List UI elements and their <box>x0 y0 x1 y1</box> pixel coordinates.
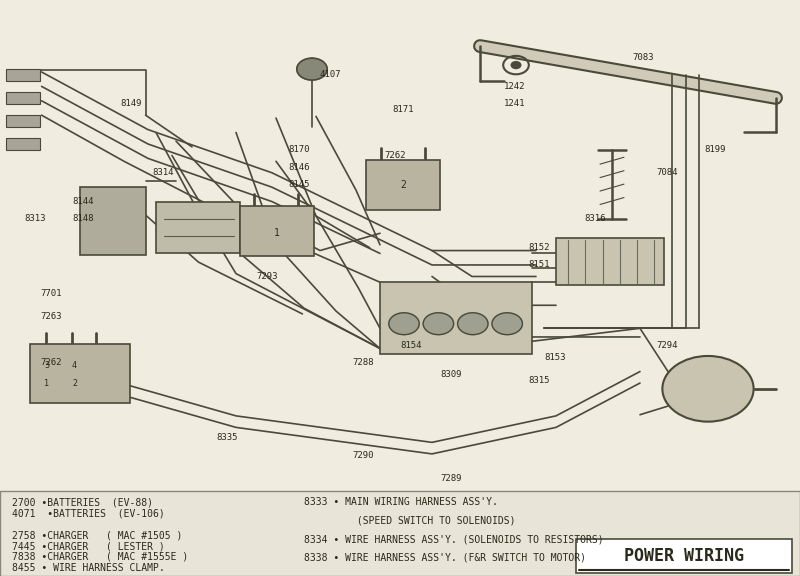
Bar <box>0 491 800 576</box>
Text: 7084: 7084 <box>656 168 678 177</box>
Text: 8316: 8316 <box>584 214 606 223</box>
Bar <box>556 238 664 285</box>
Text: 1242: 1242 <box>504 82 526 91</box>
Bar <box>156 202 240 253</box>
Text: 2700 •BATTERIES  (EV-88): 2700 •BATTERIES (EV-88) <box>12 497 153 507</box>
Circle shape <box>662 356 754 422</box>
Text: 8146: 8146 <box>288 162 310 172</box>
Text: 8171: 8171 <box>392 105 414 114</box>
Text: 4071  •BATTERIES  (EV-106): 4071 •BATTERIES (EV-106) <box>12 508 165 518</box>
Text: 7289: 7289 <box>440 473 462 483</box>
Text: 2758 •CHARGER   ( MAC #1505 ): 2758 •CHARGER ( MAC #1505 ) <box>12 530 182 540</box>
Text: 8333 • MAIN WIRING HARNESS ASS'Y.: 8333 • MAIN WIRING HARNESS ASS'Y. <box>304 497 498 507</box>
Text: 7083: 7083 <box>632 53 654 62</box>
Text: 7262: 7262 <box>40 358 62 367</box>
Text: 7293: 7293 <box>256 272 278 281</box>
Text: 8153: 8153 <box>544 353 566 362</box>
Bar <box>6 69 40 81</box>
Text: 2: 2 <box>400 180 406 191</box>
Circle shape <box>297 58 327 80</box>
Text: 8338 • WIRE HARNESS ASS'Y. (F&R SWITCH TO MOTOR): 8338 • WIRE HARNESS ASS'Y. (F&R SWITCH T… <box>304 552 586 563</box>
Bar <box>6 138 40 150</box>
Text: 8335: 8335 <box>216 433 238 442</box>
Text: 7294: 7294 <box>656 341 678 350</box>
Bar <box>366 160 440 210</box>
Text: 1: 1 <box>274 228 280 238</box>
Text: 1241: 1241 <box>504 99 526 108</box>
Text: 8314: 8314 <box>152 168 174 177</box>
Text: 8154: 8154 <box>400 341 422 350</box>
Text: 8149: 8149 <box>120 99 142 108</box>
Bar <box>240 206 314 256</box>
Text: 8315: 8315 <box>528 376 550 385</box>
Bar <box>30 344 130 403</box>
Bar <box>0 0 800 492</box>
Text: 8152: 8152 <box>528 243 550 252</box>
Text: 8199: 8199 <box>704 145 726 154</box>
Bar <box>80 187 146 255</box>
Text: 7263: 7263 <box>40 312 62 321</box>
Text: 7262: 7262 <box>384 151 406 160</box>
Bar <box>380 282 532 354</box>
Text: 8309: 8309 <box>440 370 462 379</box>
Text: 4: 4 <box>72 361 77 370</box>
Text: 1: 1 <box>44 378 49 388</box>
Text: 8151: 8151 <box>528 260 550 270</box>
Text: 8313: 8313 <box>24 214 46 223</box>
Text: POWER WIRING: POWER WIRING <box>624 547 744 565</box>
Text: 7838 •CHARGER   ( MAC #1555E ): 7838 •CHARGER ( MAC #1555E ) <box>12 552 188 562</box>
Bar <box>576 539 792 573</box>
Text: 4107: 4107 <box>320 70 342 79</box>
Text: 8145: 8145 <box>288 180 310 189</box>
Text: 8144: 8144 <box>72 197 94 206</box>
Text: 2: 2 <box>72 378 77 388</box>
Text: (SPEED SWITCH TO SOLENOIDS): (SPEED SWITCH TO SOLENOIDS) <box>304 516 515 526</box>
Bar <box>6 92 40 104</box>
Text: 7445 •CHARGER   ( LESTER ): 7445 •CHARGER ( LESTER ) <box>12 541 165 551</box>
Text: 7290: 7290 <box>352 450 374 460</box>
Text: 7288: 7288 <box>352 358 374 367</box>
Text: 3: 3 <box>44 361 49 370</box>
Text: 7701: 7701 <box>40 289 62 298</box>
Circle shape <box>423 313 454 335</box>
Circle shape <box>511 62 521 69</box>
Circle shape <box>458 313 488 335</box>
Text: 8170: 8170 <box>288 145 310 154</box>
Bar <box>6 115 40 127</box>
Circle shape <box>389 313 419 335</box>
Text: 8334 • WIRE HARNESS ASS'Y. (SOLENOIDS TO RESISTORS): 8334 • WIRE HARNESS ASS'Y. (SOLENOIDS TO… <box>304 534 604 544</box>
Text: 8455 • WIRE HARNESS CLAMP.: 8455 • WIRE HARNESS CLAMP. <box>12 563 165 573</box>
Circle shape <box>492 313 522 335</box>
Text: 8148: 8148 <box>72 214 94 223</box>
